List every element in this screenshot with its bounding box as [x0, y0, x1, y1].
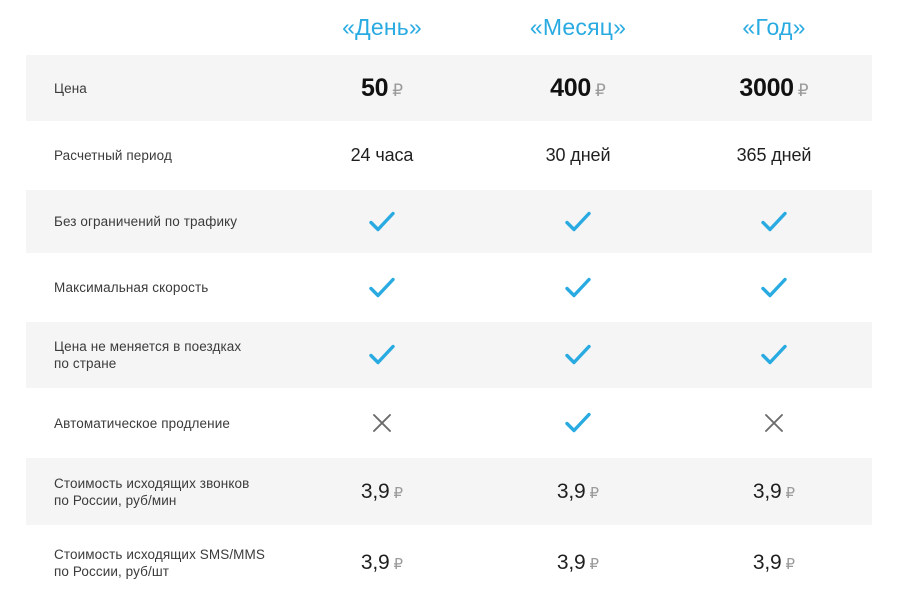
- row-label-line2: по России, руб/мин: [54, 492, 177, 508]
- table-row: Стоимость исходящих SMS/MMS по России, ру…: [26, 528, 872, 598]
- value-amount: 50: [360, 73, 389, 102]
- row-value-price-stable-travel-col2: [480, 344, 676, 366]
- table-row: Без ограничений по трафику: [26, 190, 872, 253]
- row-label-line1: Цена: [54, 80, 87, 96]
- value-amount: 365 дней: [736, 145, 812, 165]
- check-icon: [565, 344, 591, 366]
- check-icon: [369, 277, 395, 299]
- row-separator: [26, 525, 872, 528]
- row-value-outgoing-calls-cost-col3: 3,9 ₽: [676, 480, 872, 504]
- row-value-auto-renewal-col3: [676, 412, 872, 434]
- value-amount: 3,9: [556, 551, 586, 574]
- check-icon: [565, 211, 591, 233]
- row-label-line1: Стоимость исходящих SMS/MMS: [54, 547, 265, 562]
- value-currency: ₽: [393, 484, 404, 502]
- row-value-price-stable-travel-col1: [284, 344, 480, 366]
- table-row: Цена не меняется в поездках по стране: [26, 322, 872, 388]
- value-amount: 3,9: [360, 551, 390, 574]
- table-row: Автоматическое продление: [26, 391, 872, 455]
- value-amount: 3,9: [556, 479, 586, 503]
- row-value-price-col3: 3000 ₽: [676, 74, 872, 103]
- row-separator: [26, 455, 872, 458]
- row-label-line1: Расчетный период: [54, 148, 172, 163]
- value-currency: ₽: [393, 556, 404, 573]
- row-label-line1: Цена не меняется в поездках: [54, 339, 242, 354]
- row-value-outgoing-sms-mms-cost-col2: 3,9 ₽: [480, 551, 676, 575]
- row-separator: [26, 121, 872, 124]
- value-amount: 3,9: [752, 479, 782, 503]
- row-value-unlimited-traffic-col3: [676, 211, 872, 233]
- row-value-auto-renewal-col2: [480, 412, 676, 434]
- value-amount: 30 дней: [545, 145, 611, 165]
- row-value-outgoing-calls-cost-col2: 3,9 ₽: [480, 480, 676, 504]
- row-value-price-col1: 50 ₽: [284, 74, 480, 103]
- value-currency: ₽: [392, 80, 404, 100]
- cross-icon: [763, 412, 785, 434]
- row-value-billing-period-col3: 365 дней: [676, 145, 872, 166]
- value-amount: 400: [550, 73, 591, 102]
- row-label-outgoing-calls-cost: Стоимость исходящих звонков по России, ру…: [26, 475, 284, 509]
- value-currency: ₽: [589, 484, 600, 502]
- table-row: Цена 50 ₽400 ₽3000 ₽: [26, 55, 872, 121]
- row-separator: [26, 319, 872, 322]
- value-currency: ₽: [785, 556, 796, 573]
- row-label-unlimited-traffic: Без ограничений по трафику: [26, 213, 284, 230]
- row-label-max-speed: Максимальная скорость: [26, 279, 284, 296]
- row-separator: [26, 253, 872, 256]
- check-icon: [369, 211, 395, 233]
- value-currency: ₽: [589, 556, 600, 573]
- check-icon: [761, 277, 787, 299]
- row-separator: [26, 388, 872, 391]
- table-row: Максимальная скорость: [26, 256, 872, 319]
- table-row: Стоимость исходящих звонков по России, ру…: [26, 458, 872, 525]
- row-value-auto-renewal-col1: [284, 412, 480, 434]
- table-row: Расчетный период 24 часа 30 дней 365 дней: [26, 124, 872, 187]
- value-amount: 3,9: [360, 479, 390, 503]
- row-label-price: Цена: [26, 80, 284, 97]
- header-plan-year: «Год»: [742, 14, 806, 40]
- check-icon: [369, 344, 395, 366]
- cross-icon: [371, 412, 393, 434]
- row-label-auto-renewal: Автоматическое продление: [26, 415, 284, 432]
- row-value-unlimited-traffic-col1: [284, 211, 480, 233]
- row-value-price-stable-travel-col3: [676, 344, 872, 366]
- check-icon: [761, 211, 787, 233]
- row-label-billing-period: Расчетный период: [26, 147, 284, 164]
- header-plan-month: «Месяц»: [529, 14, 627, 40]
- header-plan-day: «День»: [342, 14, 422, 40]
- check-icon: [761, 344, 787, 366]
- row-value-price-col2: 400 ₽: [480, 74, 676, 103]
- row-value-outgoing-sms-mms-cost-col1: 3,9 ₽: [284, 551, 480, 575]
- check-icon: [565, 412, 591, 434]
- row-value-unlimited-traffic-col2: [480, 211, 676, 233]
- row-value-max-speed-col1: [284, 277, 480, 299]
- row-label-line2: по стране: [54, 356, 117, 371]
- value-currency: ₽: [785, 484, 796, 502]
- value-amount: 24 часа: [350, 145, 414, 165]
- row-label-price-stable-travel: Цена не меняется в поездках по стране: [26, 338, 284, 372]
- row-label-line2: по России, руб/шт: [54, 564, 170, 579]
- value-amount: 3000: [739, 73, 794, 102]
- row-value-billing-period-col2: 30 дней: [480, 145, 676, 166]
- value-amount: 3,9: [752, 551, 782, 574]
- row-label-line1: Стоимость исходящих звонков: [54, 475, 250, 491]
- row-label-line1: Максимальная скорость: [54, 280, 209, 295]
- row-value-max-speed-col3: [676, 277, 872, 299]
- row-value-max-speed-col2: [480, 277, 676, 299]
- table-header-row: «День» «Месяц» «Год»: [26, 0, 872, 55]
- row-label-outgoing-sms-mms-cost: Стоимость исходящих SMS/MMS по России, ру…: [26, 546, 284, 580]
- row-label-line1: Автоматическое продление: [54, 415, 230, 431]
- row-label-line1: Без ограничений по трафику: [54, 214, 238, 229]
- row-value-outgoing-sms-mms-cost-col3: 3,9 ₽: [676, 551, 872, 575]
- check-icon: [565, 277, 591, 299]
- value-currency: ₽: [797, 80, 809, 100]
- value-currency: ₽: [594, 80, 606, 100]
- row-value-billing-period-col1: 24 часа: [284, 145, 480, 166]
- row-separator: [26, 187, 872, 190]
- row-value-outgoing-calls-cost-col1: 3,9 ₽: [284, 480, 480, 504]
- table-body: Цена 50 ₽400 ₽3000 ₽ Расчетный период 24 часа 3…: [26, 55, 872, 598]
